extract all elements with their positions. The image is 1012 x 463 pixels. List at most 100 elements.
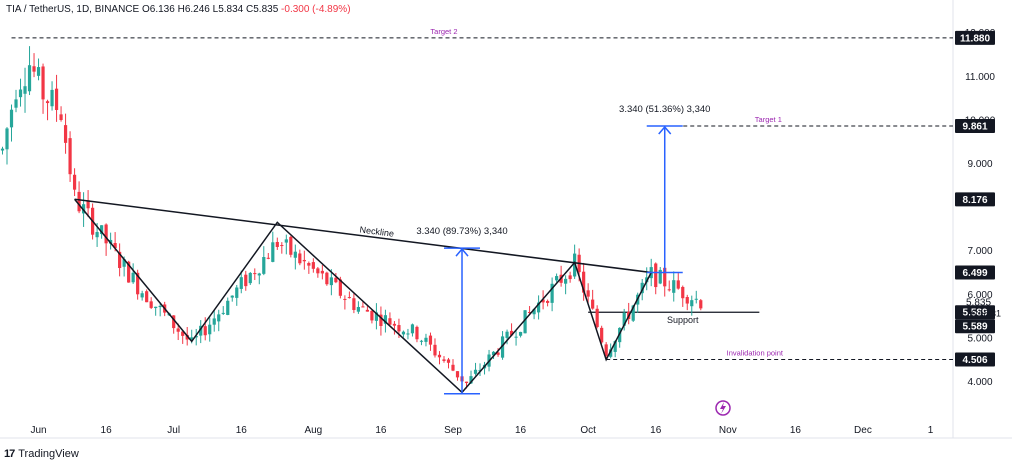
candle-body	[275, 241, 279, 247]
candle-body	[604, 344, 608, 356]
open-label: O	[141, 4, 150, 15]
candle-body	[63, 125, 68, 143]
tradingview-logo-icon: 17	[4, 448, 15, 460]
change-value: -0.300 (-4.89%)	[281, 4, 351, 15]
candle-body	[347, 297, 351, 299]
candle-body	[424, 337, 428, 342]
close-value: 5.835	[253, 4, 279, 15]
candle-body	[77, 191, 81, 212]
low-value: 5.834	[218, 4, 244, 15]
candle-body	[491, 351, 496, 356]
candle-body	[221, 312, 225, 314]
candle-body	[329, 277, 333, 286]
countdown-text: 16:18:31	[966, 308, 1001, 318]
candle-body	[149, 301, 153, 308]
y-axis[interactable]: 4.0005.0006.0007.0009.00010.00011.00012.…	[965, 28, 996, 388]
price-badge	[955, 352, 995, 367]
candle-body	[127, 261, 131, 283]
x-tick-label: Sep	[444, 425, 462, 436]
x-tick-label: Nov	[719, 425, 737, 436]
candle-body	[136, 272, 140, 295]
candle-body	[298, 253, 302, 264]
price-badge	[955, 30, 995, 45]
candle-body	[311, 262, 315, 269]
candle-body	[239, 277, 243, 289]
close-label: C	[246, 4, 254, 15]
candle-body	[14, 99, 18, 108]
last-price-value: 5.835	[966, 297, 991, 308]
candle-body	[23, 86, 27, 94]
candle-body	[415, 326, 419, 340]
candle-body	[523, 310, 527, 334]
price-badges: 11.880 9.861 8.176 6.499 5.589 5.589 4.506 5.83…	[955, 30, 1001, 367]
candle-body	[681, 286, 685, 299]
candle-body	[113, 243, 117, 249]
candle-body	[437, 354, 442, 358]
candle-body	[550, 283, 554, 303]
candle-body	[564, 278, 568, 284]
candle-body	[388, 318, 392, 325]
candle-body	[230, 295, 234, 298]
candle-body	[640, 282, 644, 294]
measure-label: 3.340 (89.73%) 3,340	[416, 226, 507, 237]
candle-body	[374, 312, 379, 321]
candle-body	[685, 297, 689, 304]
candle-body	[145, 291, 149, 303]
price-badge-text: 5.589	[962, 308, 987, 319]
candle-body	[442, 359, 446, 361]
candle-body	[72, 174, 77, 190]
candle-body	[36, 67, 41, 76]
candle-body	[676, 280, 680, 289]
candle-body	[573, 253, 577, 277]
candle-body	[54, 88, 59, 110]
level-label: Support	[667, 315, 699, 325]
price-badge	[955, 192, 995, 207]
price-badge	[955, 319, 995, 334]
candle-body	[419, 340, 424, 342]
candle-body	[658, 269, 662, 284]
price-badge-text: 6.499	[962, 268, 987, 279]
candle-body	[672, 280, 676, 293]
measure-arrowhead	[658, 125, 672, 135]
candle-body	[352, 298, 356, 310]
candles	[0, 46, 703, 389]
candle-body	[158, 305, 162, 308]
x-tick-label: 16	[375, 425, 387, 436]
candle-body	[199, 325, 203, 336]
pattern-drawings: Neckline 3.340 (89.73%) 3,340 3.340 (51.36…	[74, 104, 710, 395]
high-label: H	[177, 4, 185, 15]
price-badge	[955, 118, 995, 133]
x-tick-label: 16	[790, 425, 802, 436]
candle-body	[555, 276, 559, 281]
candle-body	[338, 279, 342, 296]
candle-body	[203, 326, 207, 336]
neckline-label: Neckline	[359, 224, 395, 238]
candle-body	[699, 300, 703, 309]
candle-body	[271, 242, 275, 262]
footer-brand[interactable]: 17 TradingView	[4, 448, 79, 460]
candle-body	[383, 315, 388, 324]
candle-body	[365, 309, 370, 312]
candle-body	[446, 359, 451, 363]
candle-body	[212, 318, 216, 325]
measure-arrowhead	[455, 247, 469, 257]
candle-body	[428, 335, 433, 345]
candle-body	[509, 330, 514, 336]
candle-body	[289, 236, 293, 255]
x-axis: Jun 16 Jul 16 Aug 16 Sep 16 Oct 16 Nov 16 Dec 1	[30, 400, 934, 436]
candle-body	[334, 277, 338, 283]
candle-body	[532, 309, 536, 315]
candle-body	[181, 331, 185, 336]
candle-body	[235, 287, 239, 298]
symbol-name[interactable]: TIA / TetherUS, 1D, BINANCE	[6, 4, 140, 15]
candle-body	[244, 274, 248, 287]
x-tick-label: Aug	[304, 425, 322, 436]
candle-body	[9, 109, 14, 128]
candle-body	[392, 323, 397, 326]
y-tick-label: 7.000	[967, 246, 992, 257]
drawing-overlays: Target 2 Target 1 Support Invalidation poin…	[11, 27, 953, 360]
candle-body	[609, 349, 613, 357]
x-tick-label: Jul	[167, 425, 180, 436]
candle-body	[654, 263, 658, 288]
